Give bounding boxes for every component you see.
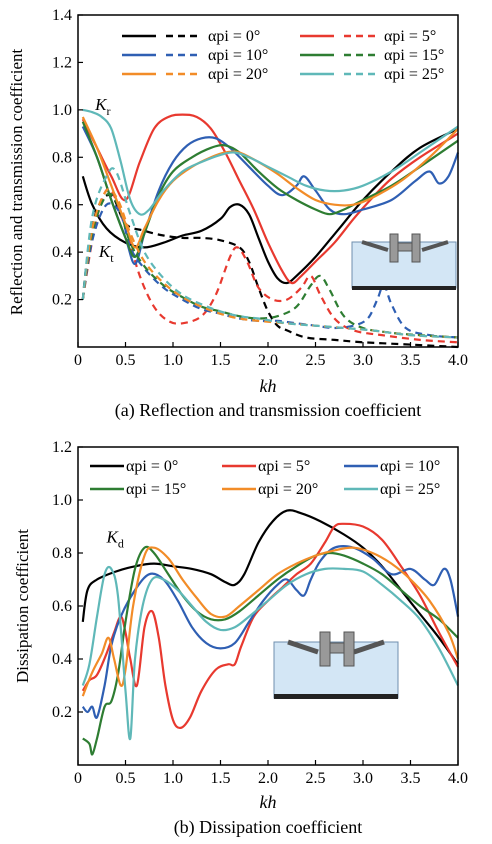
panel-b-curves (81, 509, 460, 756)
y-tick-label: 0.2 (52, 704, 72, 721)
inset-left-pile (319, 631, 331, 667)
series-line-1-reflection (81, 113, 459, 285)
inset-seabed (274, 694, 398, 699)
panel-a-annotations: Kr Kt (94, 95, 114, 265)
legend-label-3: αpi = 15° (126, 481, 186, 498)
inset-right-pile (343, 631, 355, 667)
x-tick-label: 2.0 (258, 352, 278, 369)
series-line-4-values (81, 546, 460, 697)
inset-seabed (352, 286, 456, 290)
x-tick-label: 2.0 (258, 770, 278, 787)
panel-a-ylabel: Reflection and transmission coefficient (7, 49, 26, 316)
legend-label-0: αpi = 0° (126, 458, 178, 475)
legend-label-3: αpi = 15° (384, 47, 444, 64)
annotation-0: Kr (94, 95, 110, 118)
x-tick-label: 4.0 (448, 352, 468, 369)
series-line-0-values (81, 509, 459, 665)
series-line-5-values (81, 565, 459, 741)
series-line-3-values (82, 545, 459, 756)
legend-label-2: αpi = 10° (380, 458, 440, 475)
inset-left-pile (389, 233, 399, 263)
x-tick-label: 3.0 (353, 352, 373, 369)
panel-b-ylabel: Dissipation coefficient (13, 529, 32, 683)
panel-a-legend: αpi = 0° αpi = 5° αpi = 10° αpi = 15° αpi = … (122, 28, 444, 83)
series-line-2-values (81, 545, 460, 719)
annotation-0: Kd (106, 527, 124, 550)
x-tick-label: 0.5 (116, 352, 136, 369)
legend-label-1: αpi = 5° (384, 28, 436, 45)
inset-left-plate (287, 639, 319, 655)
legend-label-5: αpi = 25° (384, 66, 444, 83)
inset-right-pile (411, 233, 421, 263)
x-tick-label: 0 (74, 770, 82, 787)
y-tick-label: 1.4 (52, 7, 72, 24)
panel-b-dissipation: 0 0.5 1.0 1.5 2.0 2.5 3.0 3.5 4.0 0.2 0.4 0.6 0.8 1.0… (13, 439, 468, 838)
panel-b-xlabel: kh (260, 792, 277, 812)
series-line-4-transmission (81, 187, 459, 339)
series-line-2-reflection (81, 126, 460, 266)
inset-body (397, 242, 413, 252)
series-line-5-reflection (82, 108, 459, 216)
panel-b-annotations: Kd (106, 527, 124, 550)
y-tick-label: 0.2 (52, 292, 72, 309)
series-line-3-transmission (81, 192, 459, 339)
x-tick-label: 3.5 (401, 770, 421, 787)
inset-right-plate (421, 240, 449, 252)
y-tick-label: 0.6 (52, 197, 72, 214)
y-tick-label: 1.2 (52, 54, 72, 71)
x-tick-label: 1.5 (211, 770, 231, 787)
panel-a-ticks: 0 0.5 1.0 1.5 2.0 2.5 3.0 3.5 4.0 0.2 0.4 0.6 0.8 1.0… (52, 7, 468, 369)
inset-body (329, 642, 345, 654)
y-tick-label: 0.6 (52, 598, 72, 615)
series-line-5-transmission (81, 167, 459, 339)
y-tick-label: 0.8 (52, 149, 72, 166)
x-tick-label: 0.5 (116, 770, 136, 787)
legend-label-1: αpi = 5° (258, 458, 310, 475)
panel-b-legend: αpi = 0° αpi = 5° αpi = 10° αpi = 15° αpi = … (90, 458, 440, 498)
panel-a-xlabel: kh (260, 376, 277, 396)
legend-label-4: αpi = 20° (208, 66, 268, 83)
legend-label-2: αpi = 10° (208, 47, 268, 64)
panel-a-inset-diagram (351, 233, 457, 290)
x-tick-label: 4.0 (448, 770, 468, 787)
panel-a-reflection-transmission: 0 0.5 1.0 1.5 2.0 2.5 3.0 3.5 4.0 0.2 0.4 0.6 0.8 1.0… (7, 7, 468, 421)
x-tick-label: 1.5 (211, 352, 231, 369)
y-tick-label: 0.4 (52, 651, 72, 668)
legend-label-4: αpi = 20° (258, 481, 318, 498)
panel-b-inset-diagram (273, 631, 399, 699)
panel-b-ticks: 0 0.5 1.0 1.5 2.0 2.5 3.0 3.5 4.0 0.2 0.4 0.6 0.8 1.0… (52, 439, 468, 787)
y-tick-label: 0.4 (52, 244, 72, 261)
legend-label-0: αpi = 0° (208, 28, 260, 45)
x-tick-label: 1.0 (163, 352, 183, 369)
legend-label-5: αpi = 25° (380, 481, 440, 498)
panel-a-caption: (a) Reflection and transmission coeffici… (115, 400, 422, 421)
x-tick-label: 3.0 (353, 770, 373, 787)
y-tick-label: 0.8 (52, 545, 72, 562)
panel-a-curves (81, 108, 460, 349)
y-tick-label: 1.2 (52, 439, 72, 456)
x-tick-label: 2.5 (306, 352, 326, 369)
y-tick-label: 1.0 (52, 492, 72, 509)
x-tick-label: 1.0 (163, 770, 183, 787)
inset-right-plate (353, 639, 385, 655)
panel-b-caption: (b) Dissipation coefficient (174, 817, 363, 838)
annotation-1: Kt (98, 242, 114, 265)
x-tick-label: 2.5 (306, 770, 326, 787)
x-tick-label: 3.5 (401, 352, 421, 369)
inset-left-plate (361, 240, 389, 252)
y-tick-label: 1.0 (52, 102, 72, 119)
x-tick-label: 0 (74, 352, 82, 369)
